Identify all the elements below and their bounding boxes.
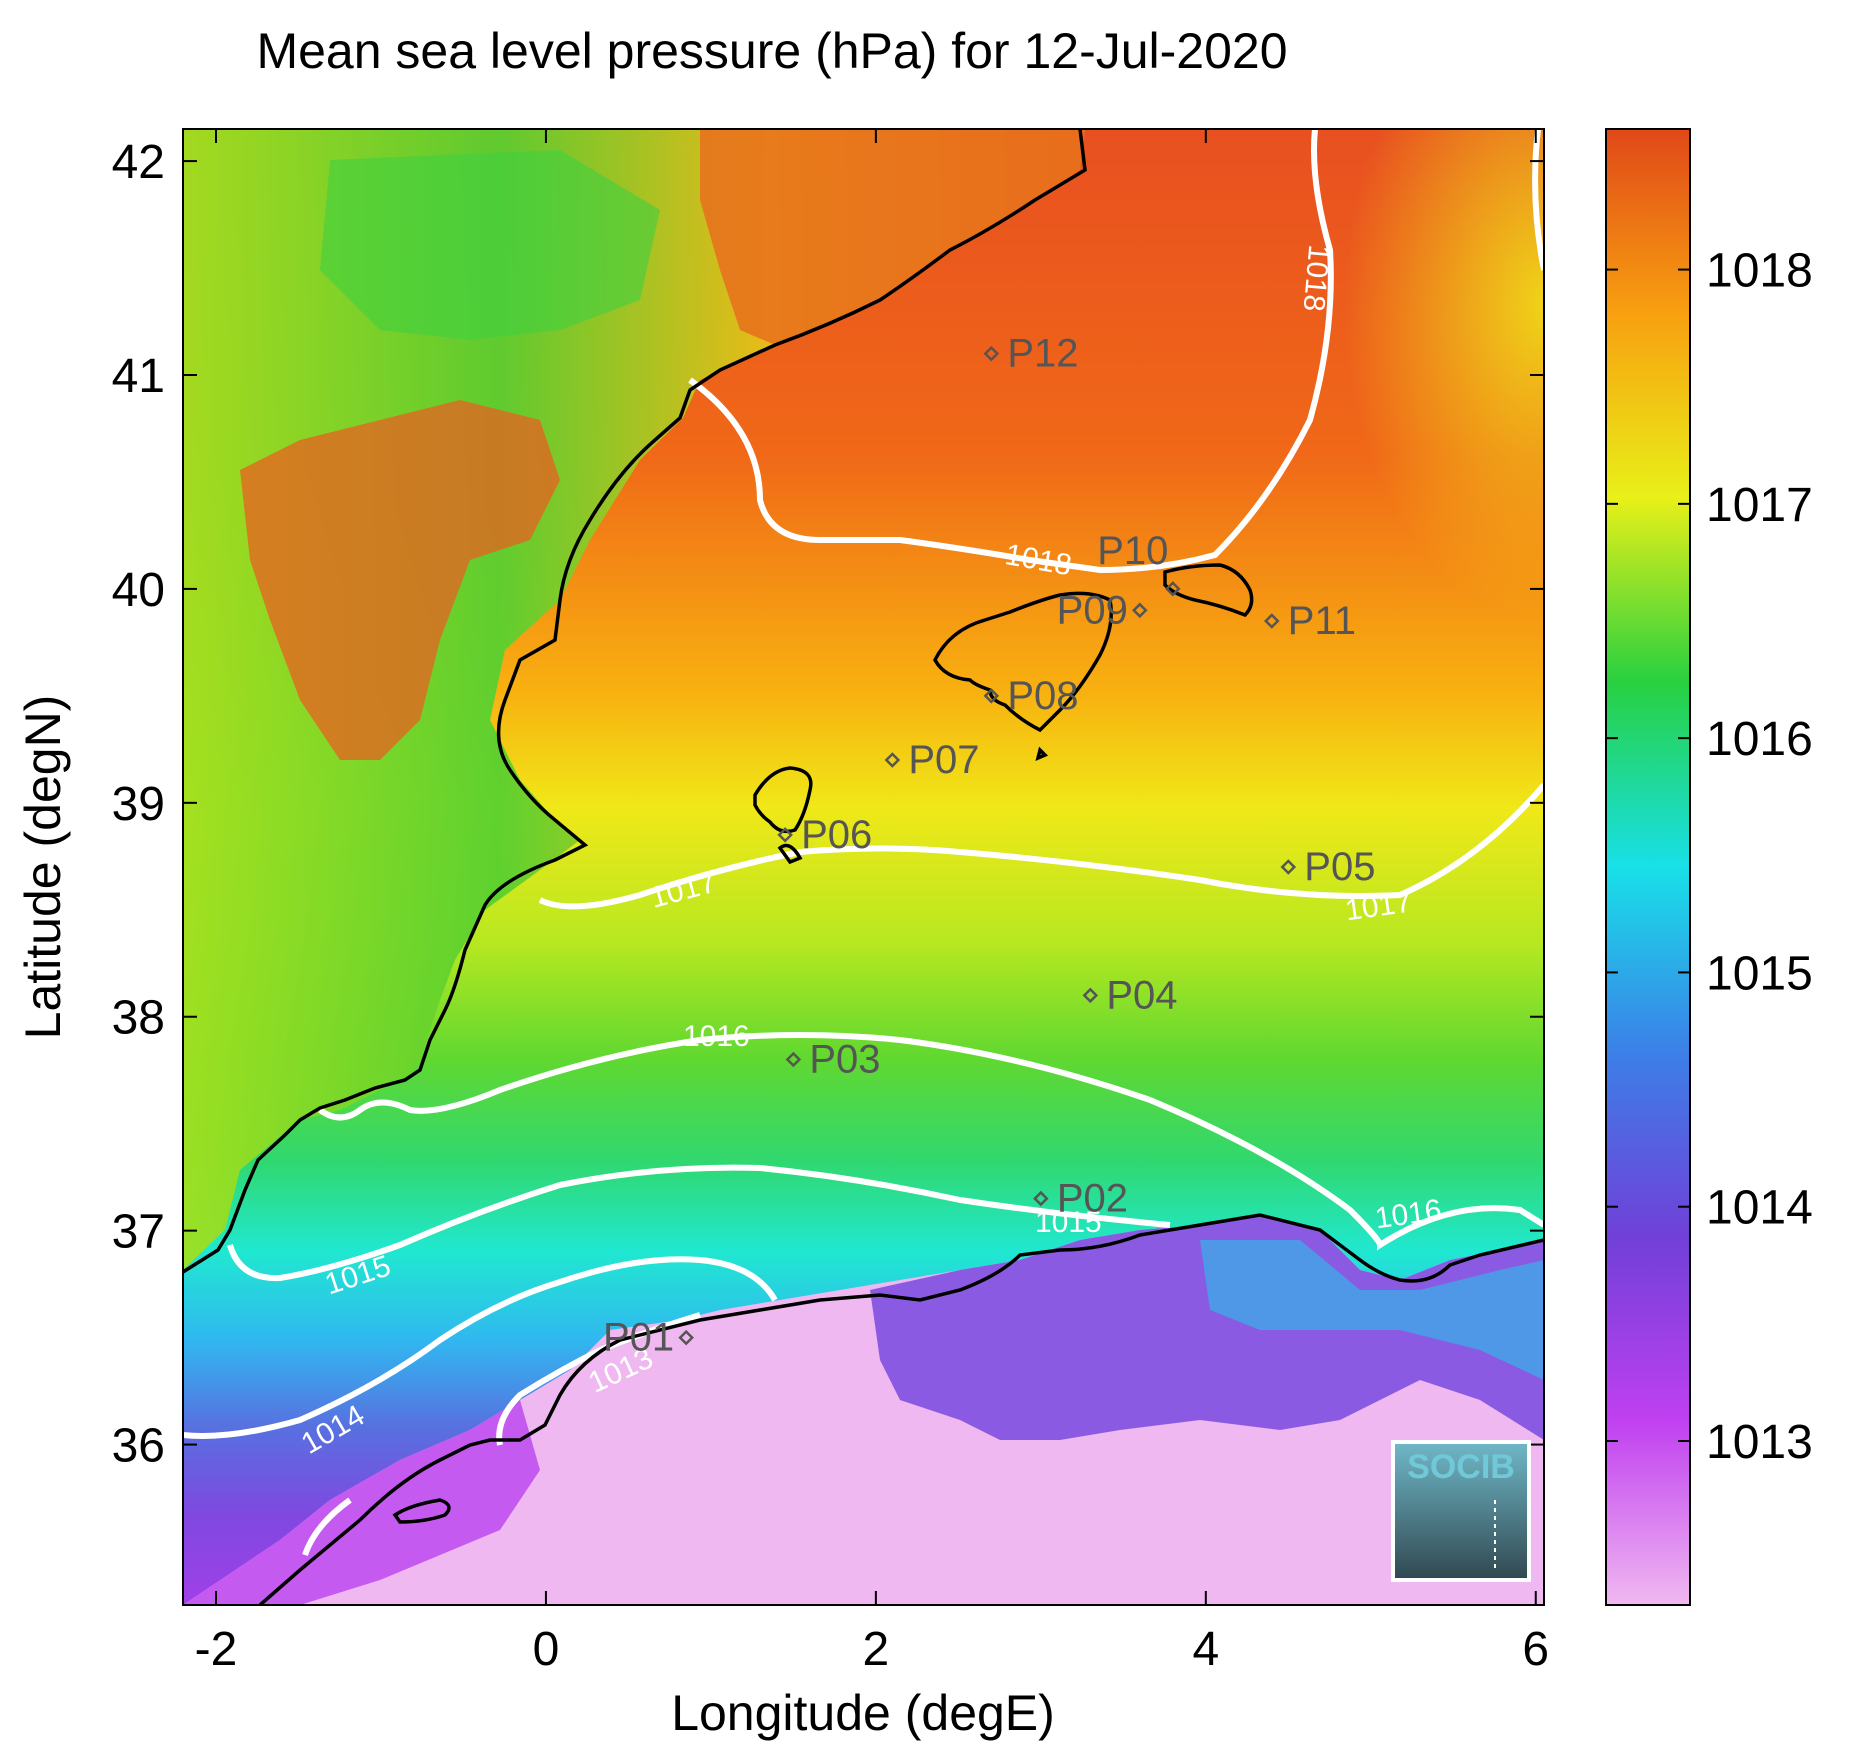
y-tick-label: 40 <box>112 564 165 617</box>
point-label: P07 <box>908 738 979 782</box>
isobar-1013 <box>496 1312 701 1446</box>
isobar-1014 <box>183 1256 778 1439</box>
point-label: P02 <box>1057 1177 1128 1221</box>
colorbar-tick-label: 1014 <box>1706 1182 1813 1235</box>
diamond-marker-icon <box>1082 987 1099 1004</box>
point-label: P01 <box>603 1316 674 1360</box>
point-marker-p12: P12 <box>983 332 1079 376</box>
y-tick-label: 39 <box>112 778 165 831</box>
point-label: P03 <box>809 1038 880 1082</box>
point-marker-p07: P07 <box>884 738 980 782</box>
colorbar-ticks: 1013 1014 1015 1016 1017 1018 <box>1606 245 1813 1469</box>
point-label: P10 <box>1097 529 1168 573</box>
point-marker-p05: P05 <box>1280 845 1375 889</box>
y-tick-label: 41 <box>112 350 165 403</box>
diamond-marker-icon <box>1132 602 1148 619</box>
point-marker-p04: P04 <box>1082 973 1178 1017</box>
x-axis-label: Longitude (degE) <box>671 1685 1055 1741</box>
ibiza <box>753 766 813 834</box>
north-coast-orange <box>700 129 1085 345</box>
diamond-marker-icon <box>777 827 793 843</box>
x-tick-label: 2 <box>863 1623 890 1676</box>
point-marker-p10: P10 <box>1097 529 1181 597</box>
point-marker-p11: P11 <box>1264 599 1356 643</box>
colorbar-tick-label: 1015 <box>1706 947 1813 1000</box>
contour-label-1016-a: 1016 <box>683 1020 750 1053</box>
point-marker-p06: P06 <box>777 813 872 857</box>
x-tick-label: -2 <box>195 1623 238 1676</box>
contour-label-1018-b: 1018 <box>1297 243 1336 312</box>
isobar-contours <box>183 129 1544 1557</box>
diamond-marker-icon <box>1165 581 1181 597</box>
point-marker-p01: P01 <box>603 1316 694 1360</box>
colorbar <box>1605 128 1691 1606</box>
point-label: P05 <box>1304 845 1375 889</box>
point-marker-p08: P08 <box>983 674 1079 718</box>
x-tick-label: 6 <box>1522 1623 1549 1676</box>
iberia-coastline <box>183 129 1087 1274</box>
y-tick-label: 36 <box>112 1420 165 1473</box>
plateau-green <box>320 150 660 340</box>
isobar-1016 <box>318 1032 1544 1251</box>
interior-high <box>240 400 560 760</box>
coastlines <box>183 129 1544 1605</box>
mallorca <box>933 591 1113 733</box>
x-tick-label: 0 <box>533 1623 560 1676</box>
points-layer: P01 P02 P03 P04 P05 P06 P07 P08 P09 P10 P11 P12 <box>603 332 1375 1360</box>
plot-frame <box>182 128 1545 1606</box>
africa-purple <box>870 1215 1544 1440</box>
cabrera <box>1035 746 1049 761</box>
point-marker-p02: P02 <box>1033 1177 1128 1221</box>
east-pressure-gradient <box>1100 129 1544 829</box>
point-marker-p03: P03 <box>785 1038 881 1082</box>
y-tick-label: 42 <box>112 136 165 189</box>
x-tick-label: 4 <box>1192 1623 1219 1676</box>
diamond-marker-icon <box>785 1051 802 1068</box>
diamond-marker-icon <box>1264 613 1280 629</box>
y-axis-label: Latitude (degN) <box>15 695 71 1040</box>
colorbar-tick-label: 1016 <box>1706 713 1813 766</box>
socib-logo: SOCIB <box>1391 1440 1531 1582</box>
isobar-1015 <box>227 1164 1171 1282</box>
colorbar-tick-label: 1017 <box>1706 479 1813 532</box>
point-label: P08 <box>1007 674 1078 718</box>
isobar-1017 <box>538 783 1544 910</box>
point-label: P09 <box>1057 588 1128 632</box>
diamond-marker-icon <box>1033 1190 1049 1207</box>
isobar-1018-north <box>688 129 1334 574</box>
point-label: P04 <box>1106 973 1177 1017</box>
point-label: P11 <box>1288 599 1356 643</box>
pressure-field <box>183 129 1544 1605</box>
map-title: Mean sea level pressure (hPa) for 12-Jul… <box>256 23 1288 79</box>
formentera <box>777 843 803 865</box>
y-axis-ticks: 36 37 38 39 40 41 42 <box>112 136 1544 1473</box>
point-label: P06 <box>801 813 872 857</box>
colorbar-tick-label: 1018 <box>1706 245 1813 298</box>
diamond-marker-icon <box>1280 859 1297 875</box>
point-label: P12 <box>1007 332 1078 376</box>
colorbar-tick-label: 1013 <box>1706 1416 1813 1469</box>
x-axis-ticks: -2 0 2 4 6 <box>195 129 1549 1676</box>
menorca <box>1163 563 1254 618</box>
y-tick-label: 37 <box>112 1206 165 1259</box>
diamond-marker-icon <box>884 752 901 768</box>
logo-text: SOCIB <box>1407 1448 1515 1486</box>
africa-west-purple <box>183 1400 540 1605</box>
point-marker-p09: P09 <box>1057 588 1148 632</box>
y-tick-label: 38 <box>112 992 165 1045</box>
africa-coastline <box>258 1213 1544 1605</box>
diamond-marker-icon <box>983 345 1000 362</box>
contour-label-1015-b: 1015 <box>1035 1206 1102 1239</box>
africa-blue <box>1200 1240 1544 1380</box>
isobar-1013-sw <box>302 1497 352 1557</box>
alboran-island <box>392 1498 451 1524</box>
diamond-marker-icon <box>983 688 1000 704</box>
diamond-marker-icon <box>678 1329 694 1346</box>
isobar-1018-east <box>1532 129 1544 271</box>
